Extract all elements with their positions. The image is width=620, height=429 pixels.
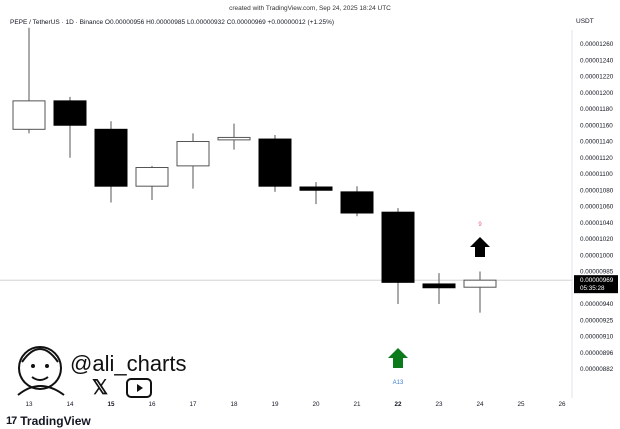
y-tick-label: 0.00000910 xyxy=(580,334,614,341)
currency-label[interactable]: USDT xyxy=(576,18,594,25)
x-tick-label: 20 xyxy=(312,401,320,408)
y-tick-label: 0.00000925 xyxy=(580,317,614,324)
buy-arrow-icon xyxy=(388,348,408,368)
x-tick-label: 25 xyxy=(517,401,525,408)
x-tick-label: 24 xyxy=(476,401,484,408)
x-tick-label: 26 xyxy=(558,401,566,408)
y-tick-label: 0.00001140 xyxy=(580,139,613,146)
watermark-handle: @ali_charts xyxy=(70,351,187,376)
setup-count-label: 9 xyxy=(478,222,482,228)
y-tick-label: 0.00001120 xyxy=(580,155,613,162)
tradingview-mark-icon: 17 xyxy=(6,415,17,427)
x-icon: 𝕏 xyxy=(92,377,109,399)
x-tick-label: 16 xyxy=(148,401,156,408)
x-tick-label: 15 xyxy=(107,401,115,408)
x-tick-label: 18 xyxy=(230,401,238,408)
candle-bullish[interactable] xyxy=(12,100,46,130)
youtube-icon xyxy=(126,378,153,398)
x-tick-label: 13 xyxy=(25,401,33,408)
y-tick-label: 0.00001060 xyxy=(580,204,614,211)
up-arrow-icon xyxy=(470,237,490,257)
price-tag xyxy=(574,275,618,294)
candle-bearish[interactable] xyxy=(299,186,333,191)
y-tick-label: 0.00001260 xyxy=(580,41,614,48)
y-tick-label: 0.00000882 xyxy=(580,366,614,373)
y-tick-label: 0.00000985 xyxy=(580,269,614,276)
candle-bullish[interactable] xyxy=(217,136,251,141)
avatar-illustration xyxy=(17,346,65,396)
attribution-text: created with TradingView.com, Sep 24, 20… xyxy=(229,5,391,12)
y-tick-label: 0.00001040 xyxy=(580,220,614,227)
y-tick-label: 0.00001220 xyxy=(580,74,614,81)
y-tick-label: 0.00001080 xyxy=(580,187,614,194)
candle-bearish[interactable] xyxy=(258,138,292,187)
candle-bullish[interactable] xyxy=(176,141,210,167)
candle-bullish[interactable] xyxy=(463,279,497,288)
x-tick-label: 22 xyxy=(394,401,402,408)
x-tick-label: 14 xyxy=(66,401,74,408)
candle-bearish[interactable] xyxy=(94,128,128,187)
y-tick-label: 0.00001160 xyxy=(580,122,613,129)
candle-bearish[interactable] xyxy=(381,211,415,283)
candle-bearish[interactable] xyxy=(422,283,456,289)
y-tick-label: 0.00001000 xyxy=(580,252,614,259)
x-tick-label: 19 xyxy=(271,401,279,408)
y-tick-label: 0.00001100 xyxy=(580,171,613,178)
social-icons: 𝕏 xyxy=(92,377,153,399)
x-tick-label: 17 xyxy=(189,401,197,408)
y-tick-label: 0.00001240 xyxy=(580,57,614,64)
x-tick-label: 23 xyxy=(435,401,443,408)
x-tick-label: 21 xyxy=(353,401,361,408)
price-tag-countdown: 05:35:28 xyxy=(580,285,605,292)
candle-bearish[interactable] xyxy=(340,191,374,214)
price-tag-price: 0.00000969 xyxy=(580,277,614,284)
buy-signal-label: A13 xyxy=(393,380,404,386)
candle-bullish[interactable] xyxy=(135,167,169,187)
y-tick-label: 0.00001180 xyxy=(580,106,613,113)
y-tick-label: 0.00000940 xyxy=(580,301,614,308)
y-tick-label: 0.00001200 xyxy=(580,90,614,97)
tradingview-logo[interactable]: 17 TradingView xyxy=(6,414,91,428)
candle-bearish[interactable] xyxy=(53,100,87,126)
y-tick-label: 0.00000896 xyxy=(580,350,614,357)
symbol-info: PEPE / TetherUS · 1D · Binance O0.000009… xyxy=(10,19,335,26)
y-tick-label: 0.00001020 xyxy=(580,236,614,243)
tradingview-wordmark: TradingView xyxy=(20,414,91,428)
